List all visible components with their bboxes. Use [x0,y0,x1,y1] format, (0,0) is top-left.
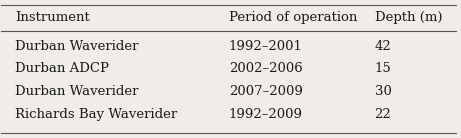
Text: 15: 15 [374,63,391,75]
Text: Period of operation: Period of operation [229,11,357,24]
Text: 1992–2009: 1992–2009 [229,108,303,121]
Text: 2002–2006: 2002–2006 [229,63,303,75]
Text: Durban ADCP: Durban ADCP [15,63,109,75]
Text: Depth (m): Depth (m) [374,11,442,24]
Text: Instrument: Instrument [15,11,90,24]
Text: Richards Bay Waverider: Richards Bay Waverider [15,108,177,121]
Text: 2007–2009: 2007–2009 [229,85,303,99]
Text: 42: 42 [374,39,391,53]
Text: Durban Waverider: Durban Waverider [15,39,139,53]
Text: Durban Waverider: Durban Waverider [15,85,139,99]
Text: 22: 22 [374,108,391,121]
Text: 30: 30 [374,85,391,99]
Text: 1992–2001: 1992–2001 [229,39,303,53]
